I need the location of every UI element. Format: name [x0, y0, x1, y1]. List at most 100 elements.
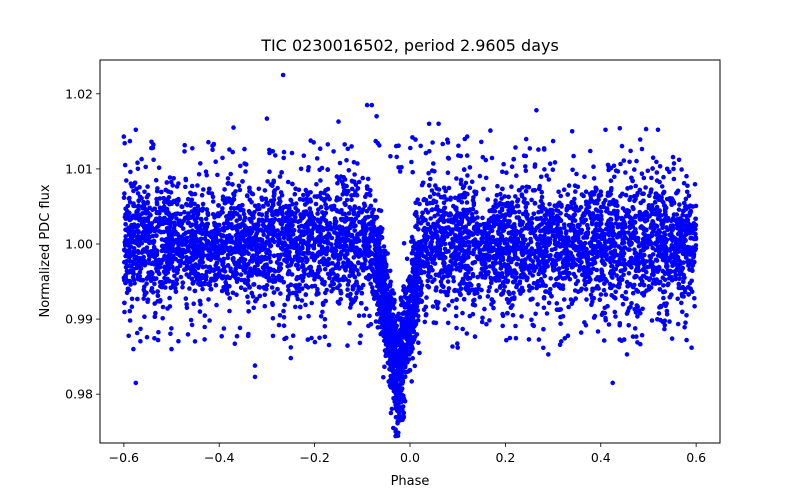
data-point [261, 232, 267, 238]
data-point [494, 288, 499, 294]
data-point [543, 283, 548, 289]
data-point [347, 217, 353, 222]
data-point [497, 285, 503, 290]
data-point [349, 197, 354, 202]
data-point [590, 288, 595, 294]
data-point [613, 295, 618, 301]
data-point [122, 191, 127, 196]
data-point [442, 307, 448, 312]
data-point [234, 218, 239, 223]
data-point [602, 281, 607, 286]
data-point [527, 288, 532, 293]
data-point [309, 335, 314, 341]
data-point [220, 206, 225, 211]
data-point [140, 206, 145, 211]
data-point [308, 199, 314, 204]
data-point [530, 259, 536, 264]
data-point [572, 183, 578, 188]
data-point [650, 252, 656, 257]
data-point [212, 278, 217, 283]
data-point [435, 305, 440, 311]
data-point [268, 259, 273, 265]
data-point [541, 243, 547, 249]
data-point [389, 406, 395, 412]
data-point [218, 232, 224, 238]
data-point [632, 198, 637, 204]
data-point [428, 176, 433, 182]
data-point [172, 273, 177, 279]
data-point [324, 206, 329, 211]
data-point [463, 180, 469, 186]
data-point [246, 272, 252, 278]
data-point [566, 183, 572, 188]
data-point [164, 243, 169, 248]
data-point [630, 290, 636, 296]
data-point [261, 203, 266, 209]
data-point [593, 277, 599, 282]
data-point [127, 308, 133, 314]
data-point [684, 173, 689, 179]
data-point [544, 173, 549, 178]
data-point [241, 211, 247, 217]
data-point [488, 128, 493, 133]
data-point [431, 191, 437, 197]
data-point [266, 231, 272, 237]
data-point [318, 190, 324, 196]
data-point [534, 216, 540, 222]
data-point [124, 178, 129, 183]
data-point [331, 281, 337, 287]
chart-title: TIC 0230016502, period 2.9605 days [260, 36, 559, 55]
data-point [228, 205, 234, 211]
data-point [523, 164, 528, 169]
data-point [463, 265, 469, 270]
data-point [608, 217, 614, 222]
data-point [352, 205, 358, 211]
data-point [615, 169, 621, 174]
data-point [570, 298, 576, 304]
data-point [197, 309, 203, 314]
data-point [686, 193, 692, 199]
data-point [145, 299, 150, 305]
data-point [675, 296, 680, 302]
data-point [303, 187, 309, 193]
data-point [627, 197, 632, 203]
data-point [475, 274, 481, 280]
data-point [367, 206, 372, 211]
data-point [303, 283, 309, 289]
data-point [592, 260, 598, 266]
data-point [513, 275, 519, 281]
data-point [673, 276, 678, 282]
data-point [165, 306, 170, 311]
data-point [132, 203, 137, 209]
data-point [548, 276, 553, 281]
data-point [288, 236, 293, 242]
data-point [603, 292, 609, 297]
data-point [574, 171, 579, 177]
data-point [365, 176, 371, 182]
data-point [637, 187, 643, 193]
data-point [660, 275, 666, 281]
data-point [546, 177, 552, 182]
data-point [689, 278, 694, 284]
data-point [185, 196, 191, 202]
data-point [171, 176, 176, 181]
data-point [268, 268, 273, 273]
data-point [222, 187, 227, 192]
data-point [381, 244, 387, 249]
data-point [601, 287, 607, 293]
data-point [166, 195, 172, 200]
data-point [585, 222, 590, 228]
data-point [561, 187, 567, 192]
data-point [498, 191, 503, 197]
data-point [623, 170, 628, 175]
data-point [129, 296, 135, 302]
data-point [509, 184, 514, 189]
data-point [171, 226, 177, 231]
data-point [279, 192, 285, 198]
data-point [529, 197, 534, 203]
data-point [667, 255, 673, 260]
data-point [535, 302, 540, 307]
data-point [539, 194, 545, 200]
data-point [598, 204, 604, 210]
data-point [423, 226, 429, 232]
